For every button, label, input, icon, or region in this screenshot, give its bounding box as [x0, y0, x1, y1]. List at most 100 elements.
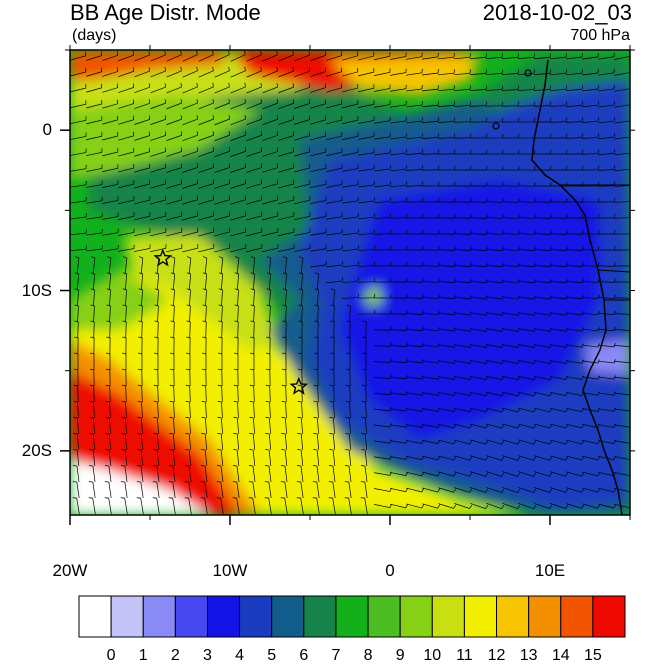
wind-barb — [233, 368, 239, 387]
wind-barb — [518, 246, 536, 252]
wind-barb — [150, 83, 166, 94]
wind-barb — [118, 244, 135, 252]
wind-barb — [72, 481, 80, 498]
wind-barb — [374, 132, 391, 140]
wind-barb — [137, 368, 143, 387]
wind-barb — [121, 449, 128, 466]
wind-barb — [70, 84, 87, 93]
wind-barb — [202, 288, 207, 307]
wind-barb — [166, 228, 183, 237]
wind-barb — [566, 423, 584, 429]
wind-barb — [390, 471, 408, 476]
y-tick-label: 10S — [21, 280, 52, 300]
wind-barb — [248, 497, 256, 514]
wind-barb — [550, 407, 568, 413]
colorbar-swatch — [431, 595, 465, 638]
wind-barb — [70, 196, 87, 204]
wind-barb — [533, 182, 552, 187]
wind-barb — [134, 196, 151, 205]
wind-barb — [282, 256, 288, 274]
wind-barb — [581, 262, 600, 267]
wind-barb — [342, 180, 359, 188]
colorbar-label: 15 — [583, 647, 602, 664]
wind-barb — [582, 503, 601, 509]
wind-barb — [70, 229, 87, 236]
wind-barb — [218, 304, 223, 323]
wind-barb — [597, 246, 616, 251]
wind-barb — [502, 279, 520, 284]
wind-barb — [358, 100, 375, 108]
wind-barb — [198, 115, 214, 126]
wind-barb — [374, 487, 392, 492]
wind-barb — [470, 391, 488, 397]
wind-barb — [106, 304, 111, 323]
axis-ticks — [60, 45, 635, 525]
wind-barb — [566, 294, 584, 300]
wind-barb — [74, 336, 79, 355]
wind-barb — [549, 230, 568, 235]
wind-barb — [437, 117, 456, 123]
wind-barb — [138, 304, 143, 323]
wind-barb — [313, 400, 319, 419]
wind-barb — [234, 336, 239, 355]
wind-barb — [518, 439, 537, 445]
wind-barb — [249, 368, 255, 387]
wind-barb — [362, 336, 367, 355]
wind-barb — [518, 295, 536, 300]
wind-barb — [250, 320, 255, 339]
wind-barb — [357, 293, 376, 299]
colorbar-swatch — [78, 595, 112, 638]
wind-barb — [74, 288, 79, 307]
wind-barb — [310, 260, 327, 268]
wind-barb — [581, 165, 600, 171]
wind-barb — [518, 391, 536, 397]
wind-barb — [502, 487, 521, 493]
wind-barb — [246, 244, 263, 253]
map-level: 700 hPa — [570, 27, 630, 44]
wind-barb — [437, 262, 456, 267]
wind-barb — [326, 261, 343, 268]
wind-barb — [202, 304, 207, 323]
wind-barb — [501, 69, 520, 75]
wind-barb — [566, 278, 584, 284]
wind-barb — [550, 439, 569, 445]
wind-barb — [278, 131, 294, 141]
wind-barb — [422, 85, 439, 92]
wind-barb — [358, 132, 375, 140]
wind-barb — [120, 465, 128, 482]
wind-barb — [518, 503, 537, 510]
wind-barb — [136, 497, 144, 514]
wind-barb — [134, 51, 150, 62]
wind-barb — [202, 320, 207, 339]
wind-barb — [373, 326, 392, 331]
wind-barb — [502, 439, 521, 445]
wind-barb — [250, 256, 256, 274]
wind-barb — [170, 304, 175, 323]
wind-barb — [566, 391, 584, 396]
wind-barb — [250, 272, 256, 290]
wind-barb — [470, 423, 489, 429]
wind-barb — [310, 99, 327, 109]
wind-barb — [166, 115, 182, 126]
wind-barb — [534, 375, 552, 381]
wind-barb — [150, 228, 167, 237]
wind-barb — [198, 82, 214, 94]
wind-barb — [297, 384, 303, 403]
wind-barb — [278, 179, 295, 189]
wind-barb — [217, 416, 223, 435]
wind-barb — [278, 244, 295, 252]
wind-barb — [438, 391, 456, 396]
wind-barb — [389, 342, 408, 348]
wind-barb — [214, 227, 231, 237]
wind-barb — [201, 368, 207, 387]
wind-barb — [266, 272, 272, 290]
wind-barb — [106, 336, 111, 355]
wind-barb — [533, 85, 552, 91]
wind-barb — [326, 51, 342, 61]
wind-barb — [454, 423, 473, 429]
y-tick-label: 20S — [21, 440, 52, 460]
wind-barb — [310, 196, 327, 204]
wind-barb — [373, 197, 392, 204]
wind-barb — [550, 69, 568, 76]
wind-barb — [502, 343, 520, 348]
